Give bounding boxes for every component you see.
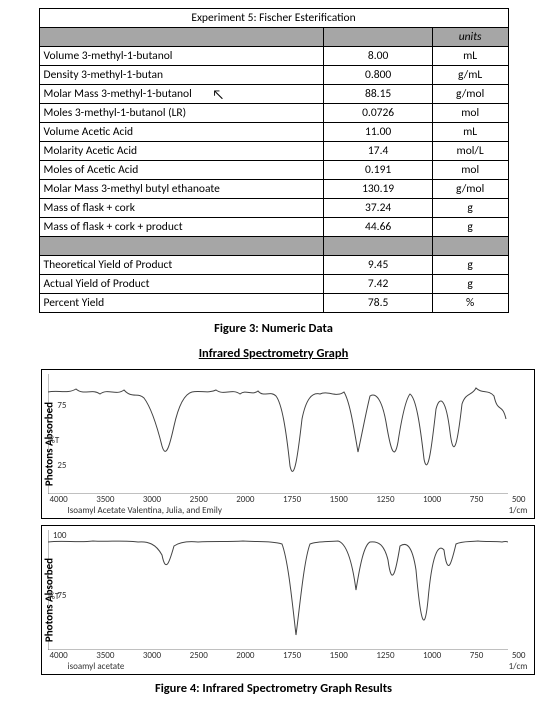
axis-tick: 4000 bbox=[50, 650, 68, 661]
table-row: Mass of flask + cork + product44.66g bbox=[39, 218, 508, 237]
axis-tick: 750 bbox=[470, 494, 484, 505]
row-value: 7.42 bbox=[324, 275, 432, 294]
axis-tick: 25 bbox=[57, 461, 66, 470]
row-value: 0.191 bbox=[324, 161, 432, 180]
row-label: Molarity Acetic Acid bbox=[39, 142, 324, 161]
row-value: 9.45 bbox=[324, 256, 432, 275]
spacer-cell bbox=[324, 28, 432, 47]
row-label: Molar Mass 3-methyl-1-butanol bbox=[39, 85, 324, 104]
row-unit: % bbox=[432, 294, 508, 313]
row-value: 88.15 bbox=[324, 85, 432, 104]
row-unit: mol bbox=[432, 104, 508, 123]
axis-tick: 750 bbox=[470, 650, 484, 661]
table-row: Moles of Acetic Acid0.191mol bbox=[39, 161, 508, 180]
row-value: 17.4 bbox=[324, 142, 432, 161]
axis-tick: 2000 bbox=[236, 494, 254, 505]
table-row: Percent Yield78.5% bbox=[39, 294, 508, 313]
row-label: Actual Yield of Product bbox=[39, 275, 324, 294]
row-value: 11.00 bbox=[324, 123, 432, 142]
figure-3-caption: Figure 3: Numeric Data bbox=[8, 321, 539, 336]
row-unit: g bbox=[432, 199, 508, 218]
table-row: Actual Yield of Product7.42g bbox=[39, 275, 508, 294]
table-row: Molar Mass 3-methyl-1-butanol88.15g/mol bbox=[39, 85, 508, 104]
table-title: Experiment 5: Fischer Esterification bbox=[39, 9, 508, 28]
row-value: 130.19 bbox=[324, 180, 432, 199]
axis-tick: 4000 bbox=[50, 494, 68, 505]
axis-tick: 2500 bbox=[190, 494, 208, 505]
axis-tick: 1000 bbox=[423, 494, 441, 505]
percent-t-label: %T bbox=[49, 435, 60, 446]
row-unit: mol/L bbox=[432, 142, 508, 161]
row-unit: g bbox=[432, 256, 508, 275]
x-unit-label: 1/cm bbox=[509, 661, 528, 672]
row-label: Theoretical Yield of Product bbox=[39, 256, 324, 275]
axis-tick: 75 bbox=[57, 401, 66, 410]
units-header: units bbox=[432, 28, 508, 47]
row-unit: g bbox=[432, 218, 508, 237]
sample-label-bottom: isoamyl acetate bbox=[48, 661, 125, 672]
table-row: Theoretical Yield of Product9.45g bbox=[39, 256, 508, 275]
table-row: Molar Mass 3-methyl butyl ethanoate130.1… bbox=[39, 180, 508, 199]
table-row: Volume 3-methyl-1-butanol8.00mL bbox=[39, 47, 508, 66]
figure-4-caption: Figure 4: Infrared Spectrometry Graph Re… bbox=[8, 681, 539, 696]
row-label: Moles of Acetic Acid bbox=[39, 161, 324, 180]
row-label: Density 3-methyl-1-butan bbox=[39, 66, 324, 85]
table-row: Molarity Acetic Acid17.4mol/L bbox=[39, 142, 508, 161]
sample-label-top: Isoamyl Acetate Valentina, Julia, and Em… bbox=[48, 505, 222, 516]
x-unit-label: 1/cm bbox=[509, 505, 528, 516]
row-label: Moles 3-methyl-1-butanol (LR) bbox=[39, 104, 324, 123]
axis-tick: 1000 bbox=[423, 650, 441, 661]
axis-tick: 1500 bbox=[330, 494, 348, 505]
ir-spectrum-bottom bbox=[48, 530, 508, 650]
row-value: 0.800 bbox=[324, 66, 432, 85]
row-label: Volume 3-methyl-1-butanol bbox=[39, 47, 324, 66]
ir-chart-top: Photons Absorbed 7525 %T 400035003000250… bbox=[13, 369, 535, 519]
spacer-cell bbox=[432, 237, 508, 256]
spacer-cell bbox=[39, 28, 324, 47]
row-value: 44.66 bbox=[324, 218, 432, 237]
row-unit: g/mL bbox=[432, 66, 508, 85]
row-unit: mL bbox=[432, 123, 508, 142]
spacer-cell bbox=[39, 237, 324, 256]
axis-tick: 3500 bbox=[96, 650, 114, 661]
axis-tick: 500 bbox=[512, 494, 526, 505]
axis-tick: 3000 bbox=[143, 494, 161, 505]
spacer-cell bbox=[324, 237, 432, 256]
table-row: Moles 3-methyl-1-butanol (LR)0.0726mol bbox=[39, 104, 508, 123]
row-unit: g/mol bbox=[432, 85, 508, 104]
row-label: Volume Acetic Acid bbox=[39, 123, 324, 142]
axis-tick: 3000 bbox=[143, 650, 161, 661]
ir-chart-bottom: Photons Absorbed 10075 %T 40003500300025… bbox=[13, 525, 535, 675]
table-row: Density 3-methyl-1-butan0.800g/mL bbox=[39, 66, 508, 85]
row-unit: mol bbox=[432, 161, 508, 180]
row-value: 0.0726 bbox=[324, 104, 432, 123]
row-label: Percent Yield bbox=[39, 294, 324, 313]
row-label: Mass of flask + cork + product bbox=[39, 218, 324, 237]
axis-tick: 1250 bbox=[376, 494, 394, 505]
axis-tick: 3500 bbox=[96, 494, 114, 505]
axis-tick: 1500 bbox=[330, 650, 348, 661]
row-unit: g bbox=[432, 275, 508, 294]
row-label: Mass of flask + cork bbox=[39, 199, 324, 218]
axis-tick: 1750 bbox=[283, 494, 301, 505]
ir-spectrum-top bbox=[48, 374, 508, 494]
axis-tick: 1750 bbox=[283, 650, 301, 661]
row-unit: g/mol bbox=[432, 180, 508, 199]
esterification-table: Experiment 5: Fischer Esterification uni… bbox=[39, 8, 509, 313]
table-row: Mass of flask + cork37.24g bbox=[39, 199, 508, 218]
axis-tick: 100 bbox=[53, 531, 67, 540]
axis-tick: 2000 bbox=[236, 650, 254, 661]
row-value: 78.5 bbox=[324, 294, 432, 313]
row-unit: mL bbox=[432, 47, 508, 66]
axis-tick: 2500 bbox=[190, 650, 208, 661]
axis-tick: 500 bbox=[512, 650, 526, 661]
axis-tick: 1250 bbox=[376, 650, 394, 661]
row-value: 37.24 bbox=[324, 199, 432, 218]
ir-section-heading: Infrared Spectrometry Graph bbox=[8, 346, 539, 361]
table-row: Volume Acetic Acid11.00mL bbox=[39, 123, 508, 142]
row-label: Molar Mass 3-methyl butyl ethanoate bbox=[39, 180, 324, 199]
percent-t-label: %T bbox=[49, 591, 60, 602]
row-value: 8.00 bbox=[324, 47, 432, 66]
